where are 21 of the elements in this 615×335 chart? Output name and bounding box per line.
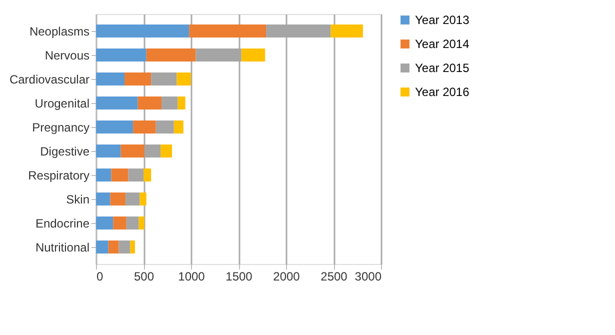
y-tick-label: Nervous [44, 48, 90, 62]
x-tick-label: 2000 [273, 270, 300, 284]
y-tick-label: Pregnancy [32, 120, 90, 134]
y-tick-label: Urogenital [34, 96, 90, 110]
legend-label: Year 2015 [415, 61, 470, 75]
x-tick-label: 3000 [354, 270, 382, 284]
y-tick-label: Respiratory [28, 168, 90, 182]
x-tick-label: 500 [134, 270, 154, 284]
y-tick-label: Endocrine [35, 216, 90, 230]
x-tick-label: 0 [96, 270, 104, 284]
y-tick-label: Skin [66, 192, 90, 206]
legend-label: Year 2014 [415, 37, 470, 51]
x-tick-label: 2500 [320, 270, 348, 284]
legend-label: Year 2013 [415, 13, 470, 27]
y-tick-label: Nutritional [35, 240, 90, 254]
legend-label: Year 2016 [415, 85, 470, 99]
x-tick-label: 1000 [178, 270, 206, 284]
x-tick-label: 1500 [226, 270, 253, 284]
y-tick-label: Cardiovascular [9, 72, 90, 86]
y-tick-label: Digestive [40, 144, 90, 158]
y-tick-label: Neoplasms [29, 24, 90, 38]
